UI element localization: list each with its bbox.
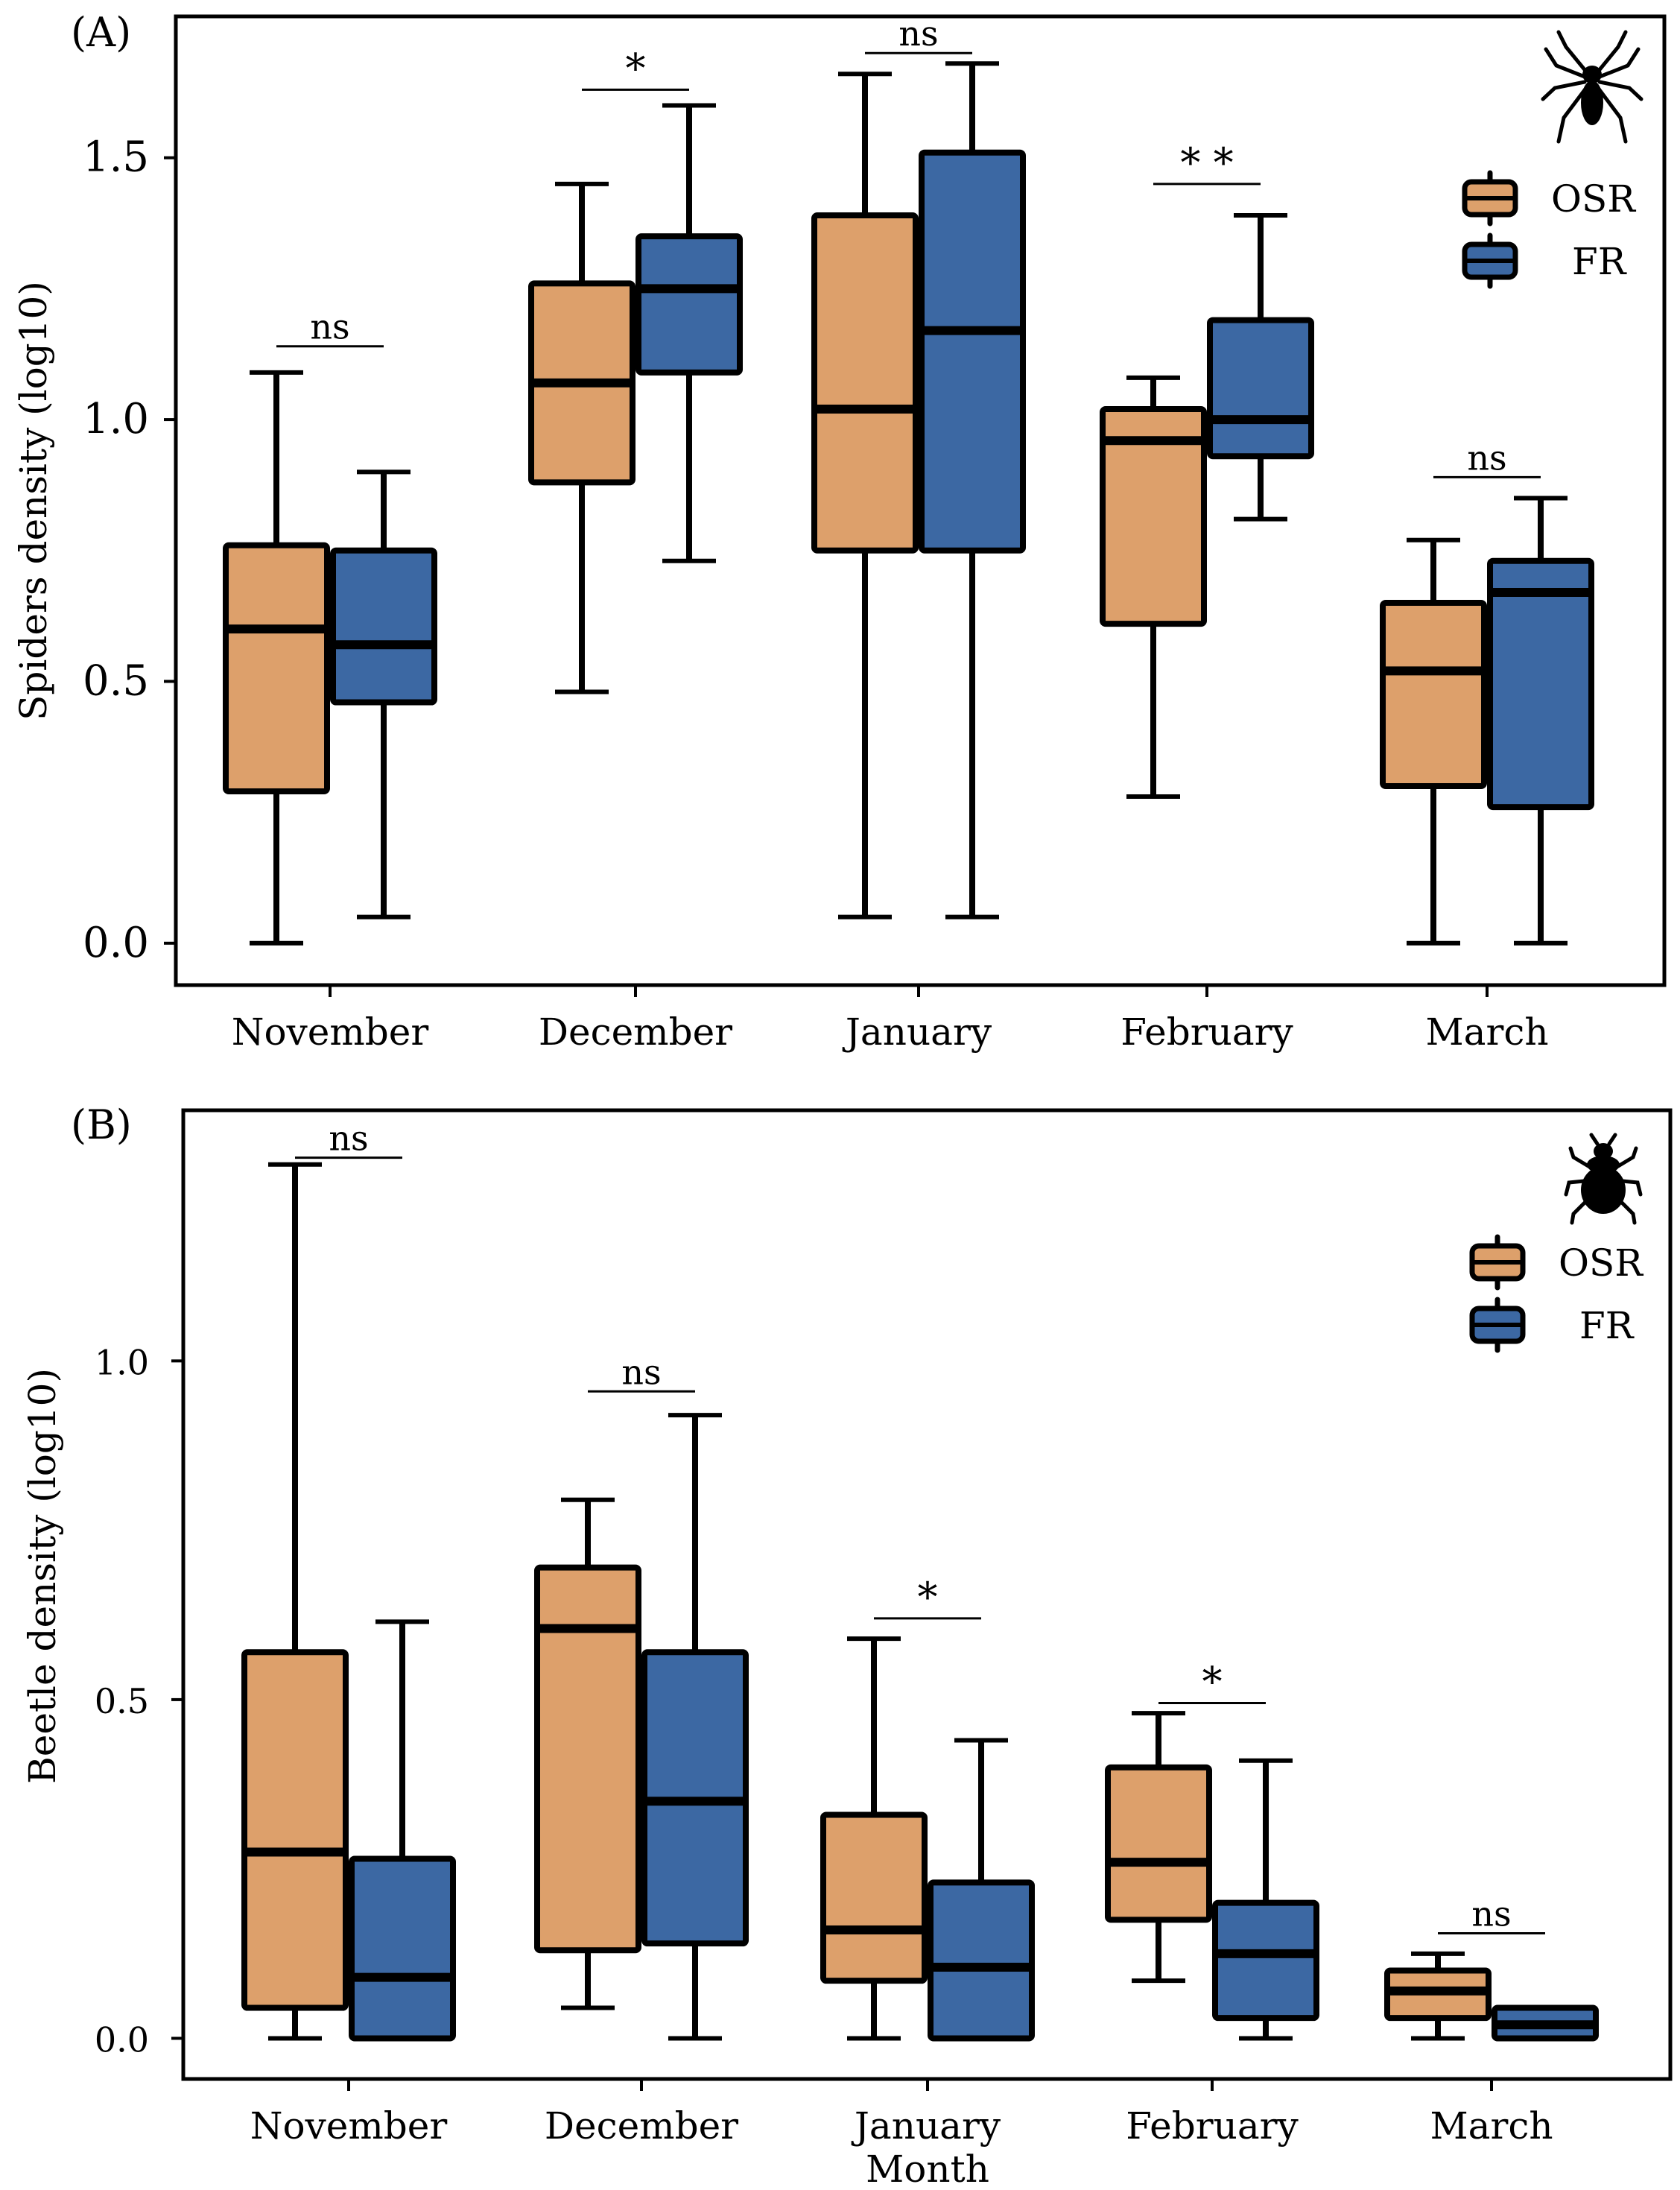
panel-b-x-axis: November December January February March [250, 2079, 1553, 2148]
box-iqr [223, 542, 330, 794]
box-osr-february [1105, 1711, 1212, 1984]
y-tick-label: 1.0 [83, 395, 149, 443]
box-fr-january [928, 1738, 1035, 2042]
box-iqr [1100, 406, 1207, 627]
x-tick-label: November [250, 2104, 448, 2148]
x-tick-label: November [232, 1010, 429, 1054]
significance-label: * [918, 1574, 938, 1621]
significance-label: * [1202, 1658, 1223, 1705]
box-osr-february [1100, 375, 1207, 800]
box-fr-december [641, 1413, 749, 2041]
panel-a-spiders: (A) Spiders density (log10) 0.0 0.5 1.0 1.5… [12, 9, 1667, 1054]
x-tick-label: December [545, 2104, 738, 2148]
y-tick-label: 1.5 [83, 133, 149, 182]
box-fr-november [330, 469, 437, 920]
significance-label: ns [310, 307, 349, 347]
panel-a-label: (A) [71, 9, 131, 56]
y-tick-label: 1.0 [95, 1342, 149, 1382]
x-tick-label: February [1126, 2104, 1299, 2148]
box-osr-march [1380, 537, 1487, 946]
spider-icon [1541, 30, 1643, 144]
legend-label-fr: FR [1572, 240, 1627, 283]
legend-label-osr: OSR [1559, 1241, 1643, 1285]
box-iqr [635, 233, 743, 376]
y-tick-label: 0.5 [83, 656, 149, 705]
significance-label: ns [329, 1118, 368, 1159]
box-fr-january [919, 61, 1026, 920]
x-tick-label: January [842, 1010, 992, 1054]
panel-a-ylabel: Spiders density (log10) [12, 281, 55, 721]
box-osr-november [223, 370, 330, 946]
x-tick-label: December [539, 1010, 732, 1054]
box-fr-november [349, 1619, 456, 2042]
box-iqr [330, 547, 437, 706]
panel-b-xlabel: Month [866, 2148, 989, 2190]
box-iqr [1380, 600, 1487, 789]
box-osr-march [1384, 1951, 1492, 2041]
legend-item-osr: OSR [1462, 170, 1636, 227]
x-tick-label: March [1425, 1010, 1548, 1054]
significance-label: ns [898, 13, 938, 54]
x-tick-label: January [851, 2104, 1001, 2148]
significance-label: * * [1180, 139, 1233, 186]
box-fr-february [1212, 1758, 1319, 2041]
panel-a-significance: ns * ns * * ns [276, 13, 1541, 478]
panel-a-y-axis: 0.0 0.5 1.0 1.5 [83, 133, 176, 967]
box-fr-december [635, 103, 743, 563]
box-iqr [241, 1649, 349, 2011]
panel-b-significance: ns ns * * ns [295, 1118, 1545, 1935]
panel-b-beetles: (B) Beetle density (log10) 0.0 0.5 1.0 Nov… [21, 1101, 1673, 2190]
box-iqr [820, 1811, 928, 1984]
panel-b-ylabel: Beetle density (log10) [21, 1368, 64, 1784]
y-tick-label: 0.5 [95, 1681, 149, 1721]
box-fr-february [1207, 213, 1314, 522]
beetle-icon [1564, 1133, 1643, 1225]
box-osr-january [811, 72, 919, 920]
box-iqr [1207, 317, 1314, 460]
box-iqr [1105, 1764, 1212, 1923]
box-osr-november [241, 1162, 349, 2041]
box-iqr [1212, 1899, 1319, 2022]
significance-label: * [626, 45, 646, 92]
legend-item-fr: FR [1462, 232, 1627, 289]
box-iqr [811, 212, 919, 554]
panel-a-boxes [223, 61, 1594, 946]
box-osr-december [534, 1497, 641, 2010]
legend-label-fr: FR [1579, 1304, 1635, 1347]
box-iqr [928, 1879, 1035, 2042]
box-osr-january [820, 1636, 928, 2041]
panel-b-legend: OSR FR [1469, 1234, 1643, 1353]
x-tick-label: March [1430, 2104, 1553, 2148]
box-iqr [1487, 557, 1594, 811]
panel-b-y-axis: 0.0 0.5 1.0 [95, 1342, 183, 2060]
box-iqr [349, 1855, 456, 2042]
box-osr-december [528, 181, 635, 694]
panel-a-x-axis: November December January February March [232, 985, 1549, 1054]
y-tick-label: 0.0 [95, 2019, 149, 2060]
significance-label: ns [621, 1352, 661, 1392]
panel-b-boxes [241, 1162, 1599, 2042]
panel-a-legend: OSR FR [1462, 170, 1636, 289]
significance-label: ns [1467, 437, 1506, 478]
legend-label-osr: OSR [1551, 177, 1636, 221]
legend-item-fr: FR [1469, 1297, 1635, 1353]
significance-label: ns [1471, 1894, 1511, 1934]
y-tick-label: 0.0 [83, 919, 149, 967]
x-tick-label: February [1120, 1010, 1293, 1054]
box-iqr [534, 1564, 641, 1954]
panel-b-label: (B) [71, 1101, 132, 1148]
box-fr-march [1487, 496, 1594, 946]
legend-item-osr: OSR [1469, 1234, 1643, 1291]
box-iqr [919, 149, 1026, 554]
box-fr-march [1492, 2004, 1599, 2042]
